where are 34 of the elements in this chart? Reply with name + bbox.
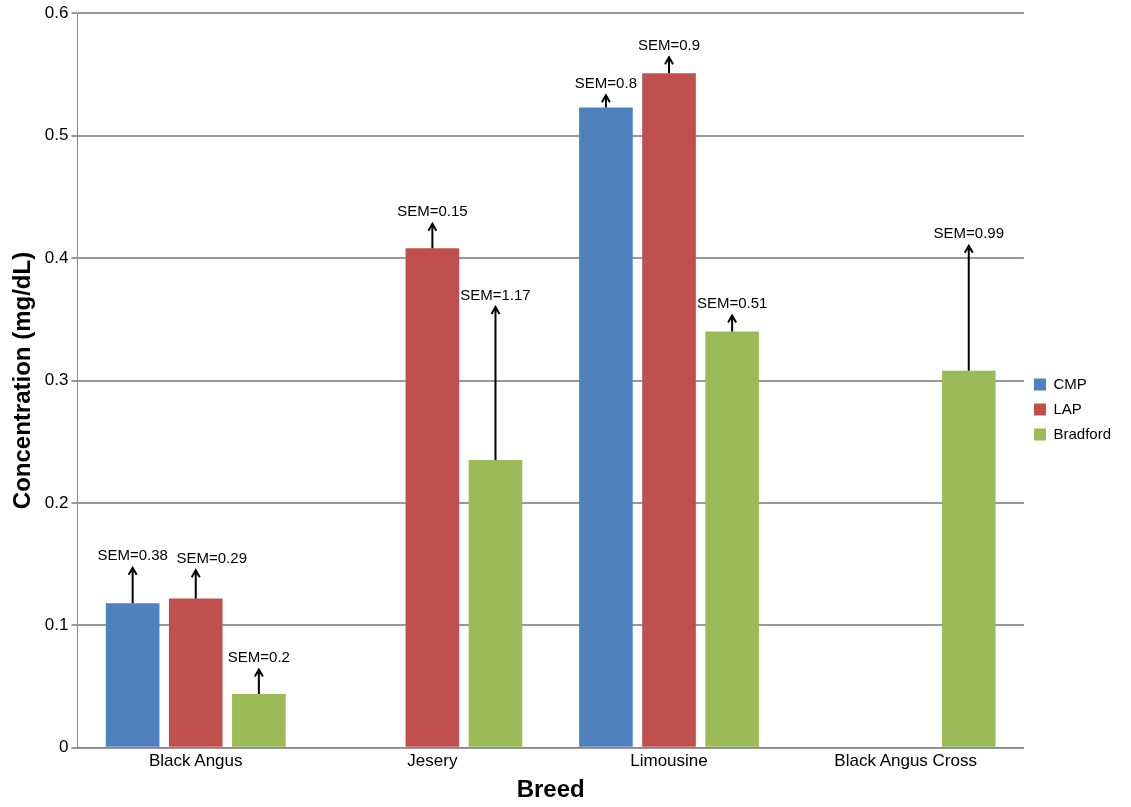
annotation: SEM=1.17 [460,285,531,303]
x-tick-label: Black Angus Cross [834,750,977,770]
bar [405,248,460,747]
annotation: SEM=0.9 [637,35,701,53]
bar [105,603,160,747]
y-tick-label: 0.1 [44,615,69,635]
legend-label: Bradford [1053,424,1112,442]
y-tick-label: 0.2 [44,492,69,512]
annotation: SEM=0.38 [97,546,168,564]
bar [579,107,633,747]
x-axis-title: Breed [516,775,585,803]
annotation: SEM=0.51 [696,294,768,312]
bar [468,460,523,747]
y-tick-label: 0 [58,737,69,757]
x-tick-label: Jesery [407,750,458,770]
annotation: SEM=0.2 [227,648,290,666]
annotation: SEM=0.29 [176,548,247,566]
y-tick-label: 0.6 [44,2,69,22]
bar [168,598,223,747]
legend-label: CMP [1053,374,1087,392]
bar [705,331,759,747]
annotation: SEM=0.15 [397,202,468,220]
bar [232,693,286,747]
x-tick-label: Limousine [630,750,708,770]
y-tick-label: 0.4 [44,247,69,267]
legend-label: LAP [1053,399,1082,417]
annotation: SEM=0.8 [574,73,637,91]
y-tick-label: 0.5 [44,125,69,145]
bar [642,73,696,747]
x-tick-label: Black Angus [148,750,243,770]
bar [941,370,996,747]
annotation: SEM=0.99 [933,224,1004,242]
y-tick-label: 0.3 [44,370,69,390]
y-axis-title: Concentration (mg/dL) [8,251,36,510]
